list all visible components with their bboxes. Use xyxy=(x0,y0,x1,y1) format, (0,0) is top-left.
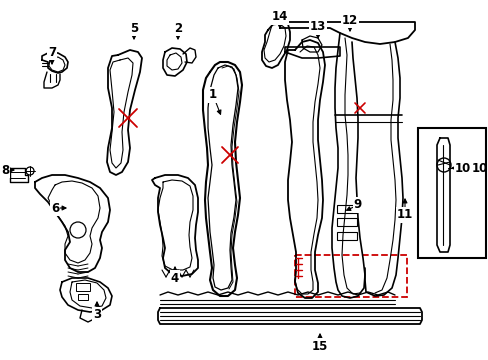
Bar xyxy=(336,205,356,213)
Text: 9: 9 xyxy=(353,198,362,211)
Text: 15: 15 xyxy=(311,339,327,352)
Text: 7: 7 xyxy=(48,45,56,58)
Text: 5: 5 xyxy=(130,22,138,35)
Text: 10: 10 xyxy=(471,162,487,175)
Text: 2: 2 xyxy=(174,22,182,35)
Text: 6: 6 xyxy=(51,202,59,215)
Text: 4: 4 xyxy=(170,271,179,284)
Text: 3: 3 xyxy=(93,309,101,321)
Text: 8: 8 xyxy=(1,163,9,176)
Bar xyxy=(78,294,88,300)
Text: 13: 13 xyxy=(309,21,325,33)
Bar xyxy=(417,128,485,258)
Text: 14: 14 xyxy=(271,10,287,23)
Bar xyxy=(336,232,356,240)
Text: 1: 1 xyxy=(208,89,217,102)
Text: 12: 12 xyxy=(341,13,357,27)
Bar xyxy=(336,218,356,226)
Text: 10: 10 xyxy=(454,162,470,175)
Bar xyxy=(76,283,90,291)
Text: 11: 11 xyxy=(396,208,412,221)
